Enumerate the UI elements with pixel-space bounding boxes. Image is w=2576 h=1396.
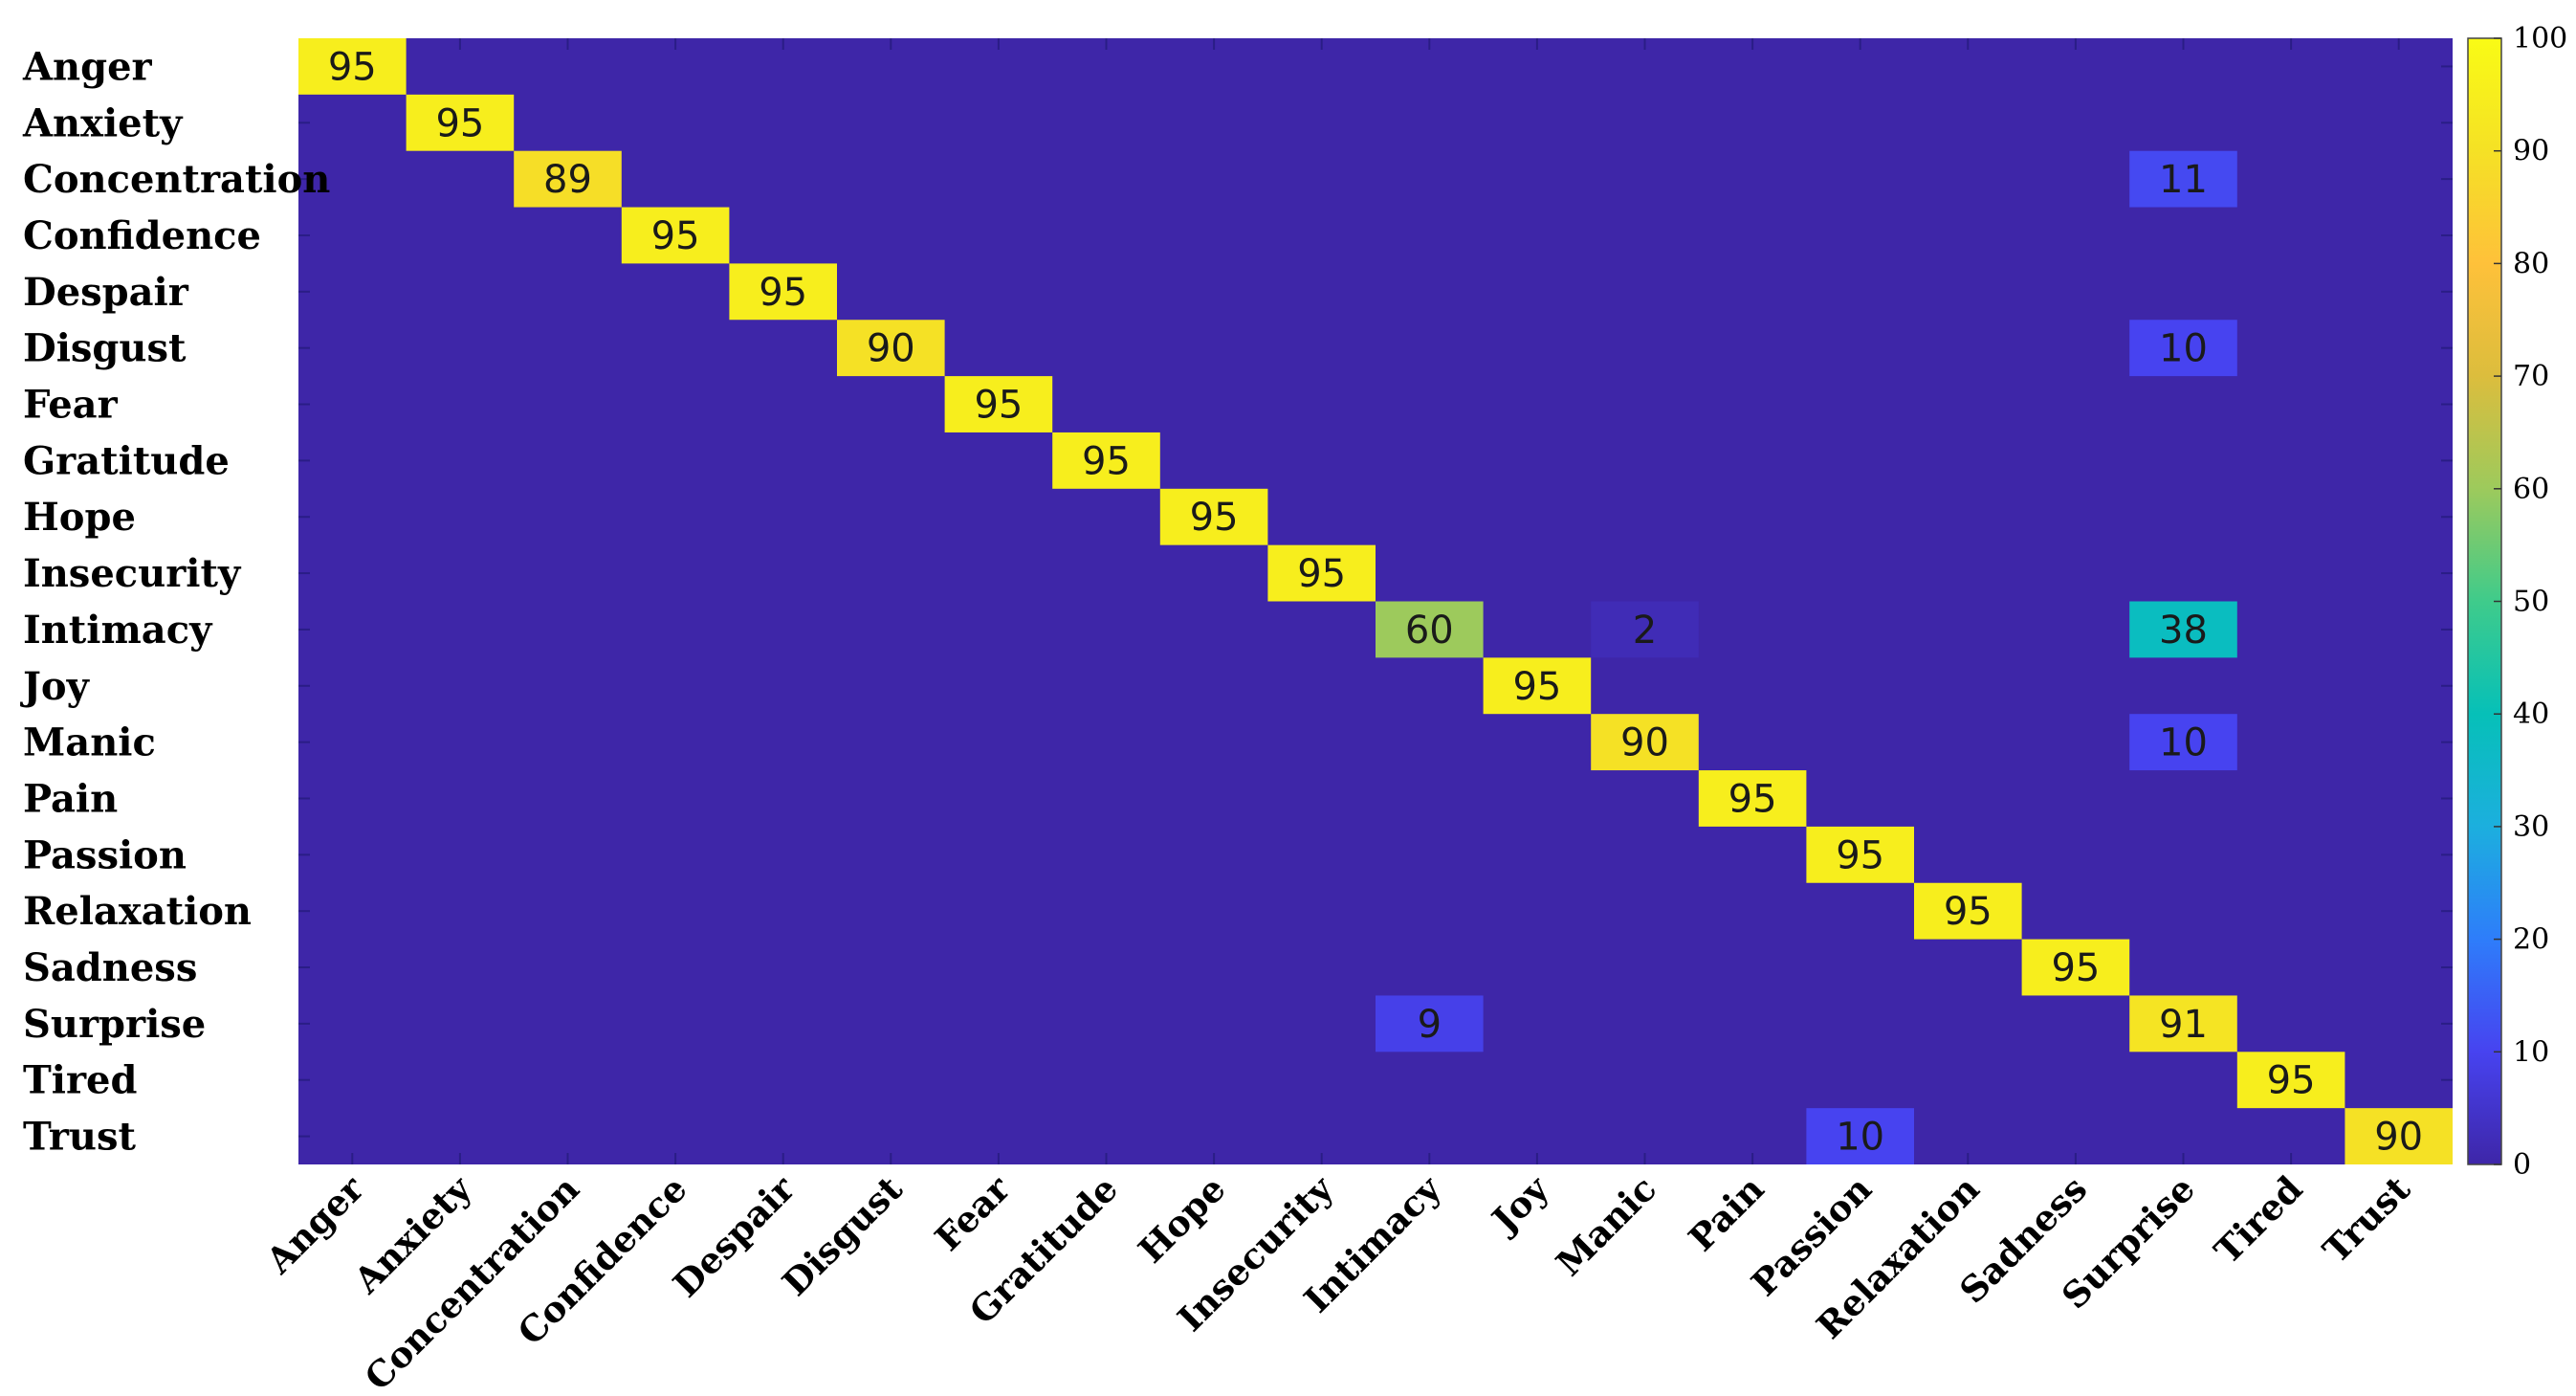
cell-value-label: 95 (1190, 496, 1239, 540)
cell-value-label: 10 (2159, 327, 2208, 371)
heatmap-cell-anxiety-anxiety (406, 94, 515, 151)
column-label-hope: Hope (1130, 1167, 1233, 1271)
cell-value-label: 2 (1633, 609, 1657, 653)
cell-value-label: 95 (1512, 665, 1561, 709)
row-label-anger: Anger (22, 44, 153, 89)
colorbar-tick-label: 0 (2513, 1148, 2531, 1182)
heatmap-cell-confidence-confidence (621, 207, 730, 264)
cell-value-label: 95 (1944, 890, 1993, 934)
heatmap-cell-anger-anger (298, 38, 407, 95)
heatmap-cell-sadness-sadness (2021, 939, 2130, 996)
row-label-relaxation: Relaxation (23, 889, 252, 934)
row-label-confidence: Confidence (23, 213, 261, 258)
heatmap-cell-relaxation-relaxation (1914, 882, 2022, 940)
row-label-insecurity: Insecurity (23, 551, 242, 596)
heatmap-cell-surprise-surprise (2129, 995, 2237, 1053)
cell-value-label: 95 (759, 271, 807, 315)
heatmap-cell-manic-surprise (2129, 714, 2237, 771)
colorbar-tick-label: 60 (2513, 473, 2549, 506)
cell-value-label: 38 (2159, 609, 2208, 653)
cell-value-label: 95 (974, 384, 1023, 428)
cell-value-label: 95 (2267, 1059, 2316, 1103)
cell-value-label: 95 (651, 214, 700, 258)
heatmap-cell-insecurity-insecurity (1267, 544, 1376, 602)
heatmap-cell-gratitude-gratitude (1052, 432, 1160, 489)
cell-value-label: 10 (2159, 721, 2208, 765)
row-label-joy: Joy (20, 664, 91, 709)
cell-value-label: 95 (1836, 833, 1884, 877)
heatmap-cell-intimacy-manic (1591, 601, 1699, 658)
heatmap-cell-disgust-surprise (2129, 320, 2237, 377)
cell-value-label: 95 (1082, 439, 1131, 483)
colorbar-tick-label: 80 (2513, 247, 2549, 280)
colorbar-tick-label: 40 (2513, 698, 2549, 731)
cell-value-label: 60 (1405, 609, 1454, 653)
heatmap-cell-pain-pain (1698, 770, 1807, 827)
colorbar-tick-label: 30 (2513, 810, 2549, 844)
row-label-surprise: Surprise (23, 1002, 206, 1047)
heatmap-cell-manic-manic (1591, 714, 1699, 771)
row-label-pain: Pain (23, 776, 118, 821)
heatmap-cell-fear-fear (944, 376, 1053, 432)
row-label-trust: Trust (23, 1115, 137, 1160)
cell-value-label: 90 (2374, 1116, 2423, 1160)
row-label-tired: Tired (23, 1058, 137, 1103)
heatmap-cell-hope-hope (1159, 488, 1268, 545)
row-label-sadness: Sadness (23, 945, 197, 990)
column-label-trust: Trust (2315, 1167, 2418, 1271)
column-label-fear: Fear (927, 1167, 1019, 1259)
cell-value-label: 91 (2159, 1003, 2208, 1047)
column-label-disgust: Disgust (774, 1167, 911, 1304)
heatmap-cell-concentration-concentration (514, 150, 622, 208)
heatmap-cell-tired-tired (2236, 1052, 2345, 1109)
row-label-despair: Despair (23, 270, 189, 315)
colorbar-tick-label: 90 (2513, 135, 2549, 168)
heatmap-cell-trust-passion (1806, 1108, 1914, 1164)
colorbar: 0 10 20 30 40 50 60 70 80 90 100 (2467, 22, 2567, 1182)
heatmap-cell-concentration-surprise (2129, 150, 2237, 208)
column-label-joy: Joy (1482, 1166, 1557, 1242)
heatmap-cell-trust-trust (2345, 1108, 2453, 1164)
heatmap-cell-despair-despair (729, 263, 837, 321)
cell-value-label: 90 (1620, 721, 1669, 765)
cell-value-label: 95 (2051, 946, 2100, 990)
row-label-passion: Passion (23, 832, 187, 877)
row-label-gratitude: Gratitude (23, 438, 230, 483)
heatmap-cell-joy-joy (1483, 657, 1592, 715)
cell-value-label: 9 (1418, 1003, 1442, 1047)
cell-value-label: 11 (2159, 158, 2208, 202)
row-label-concentration: Concentration (23, 157, 330, 202)
colorbar-tick-label: 50 (2513, 586, 2549, 619)
column-labels: AngerAnxietyConcentrationConfidenceDespa… (257, 1166, 2418, 1396)
row-label-intimacy: Intimacy (23, 608, 213, 653)
column-label-tired: Tired (2206, 1167, 2310, 1272)
colorbar-tick-label: 10 (2513, 1035, 2549, 1069)
cell-value-label: 95 (1297, 552, 1346, 596)
heatmap-cells: 95 95 89 11 95 95 90 10 95 95 95 95 60 2 38 95 90 10 95 95 9… (298, 38, 2453, 1164)
heatmap-cell-intimacy-surprise (2129, 601, 2237, 658)
heatmap-cell-passion-passion (1806, 826, 1914, 883)
row-label-anxiety: Anxiety (22, 100, 184, 145)
cell-value-label: 95 (435, 101, 484, 145)
cell-value-label: 95 (328, 45, 377, 89)
column-label-pain: Pain (1680, 1167, 1772, 1259)
colorbar-tick-label: 70 (2513, 360, 2549, 393)
row-label-hope: Hope (23, 495, 136, 540)
row-label-manic: Manic (23, 720, 156, 765)
row-labels: Anger Anxiety Concentration Confidence Despa… (20, 44, 330, 1159)
column-label-manic: Manic (1548, 1167, 1664, 1284)
heatmap-cell-disgust-disgust (837, 320, 945, 377)
colorbar-tick-label: 20 (2513, 923, 2549, 957)
colorbar-tick-label: 100 (2513, 22, 2567, 55)
row-label-disgust: Disgust (23, 326, 187, 371)
cell-value-label: 89 (543, 158, 592, 202)
heatmap-cell-intimacy-intimacy (1376, 601, 1484, 658)
cell-value-label: 90 (867, 327, 915, 371)
cell-value-label: 10 (1836, 1116, 1884, 1160)
cell-value-label: 95 (1728, 777, 1777, 821)
heatmap-cell-surprise-intimacy (1376, 995, 1484, 1053)
row-label-fear: Fear (23, 383, 119, 428)
